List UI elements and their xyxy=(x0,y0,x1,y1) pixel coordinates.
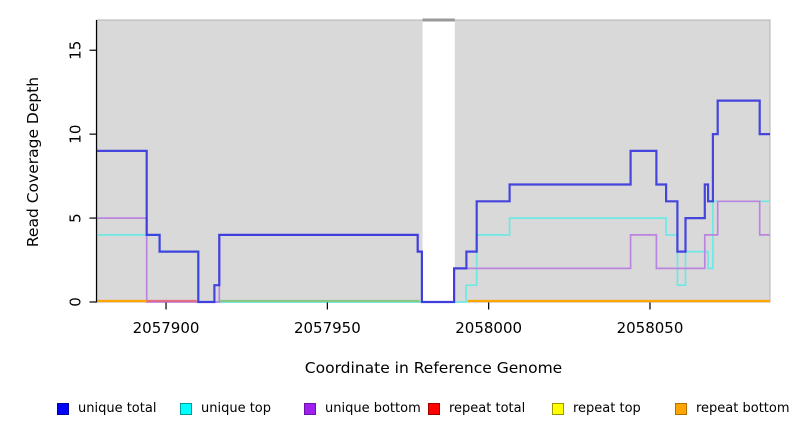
legend-item-unique-top: unique top xyxy=(180,401,271,417)
x-axis-title: Coordinate in Reference Genome xyxy=(304,359,563,377)
legend-label: repeat bottom xyxy=(696,401,790,416)
legend-item-repeat-top: repeat top xyxy=(552,401,641,417)
legend-label: unique total xyxy=(78,401,157,416)
repeat-bottom-swatch-icon xyxy=(675,403,687,415)
coverage-gap-band xyxy=(422,20,455,301)
repeat-top-swatch-icon xyxy=(552,403,564,415)
legend-label: unique bottom xyxy=(325,401,421,416)
legend-label: repeat total xyxy=(449,401,526,416)
unique-total-swatch-icon xyxy=(57,403,69,415)
legend-label: repeat top xyxy=(573,401,641,416)
x-tick-label: 2058000 xyxy=(455,319,522,337)
x-tick-label: 2058050 xyxy=(617,319,684,337)
repeat-total-swatch-icon xyxy=(428,403,440,415)
coverage-chart-canvas: 0 5 10 15 2057900 2057950 2058000 2058050 xyxy=(67,18,771,337)
legend-item-unique-bottom: unique bottom xyxy=(304,401,421,417)
series-line-unique-total xyxy=(97,99,770,304)
legend-item-repeat-total: repeat total xyxy=(428,401,525,417)
legend-item-unique-total: unique total xyxy=(57,401,156,417)
x-tick-label: 2057950 xyxy=(294,319,361,337)
y-axis-title: Read Coverage Depth xyxy=(24,76,42,248)
legend-label: unique top xyxy=(201,401,272,416)
legend-item-repeat-bottom: repeat bottom xyxy=(675,401,790,417)
y-tick-label: 10 xyxy=(67,125,85,144)
gap-top-marker xyxy=(422,18,455,22)
y-tick-label: 15 xyxy=(67,41,85,60)
unique-bottom-swatch-icon xyxy=(304,403,316,415)
x-tick-label: 2057900 xyxy=(133,319,200,337)
y-tick-label: 0 xyxy=(67,297,85,307)
y-tick-label: 5 xyxy=(67,213,85,223)
unique-top-swatch-icon xyxy=(180,403,192,415)
